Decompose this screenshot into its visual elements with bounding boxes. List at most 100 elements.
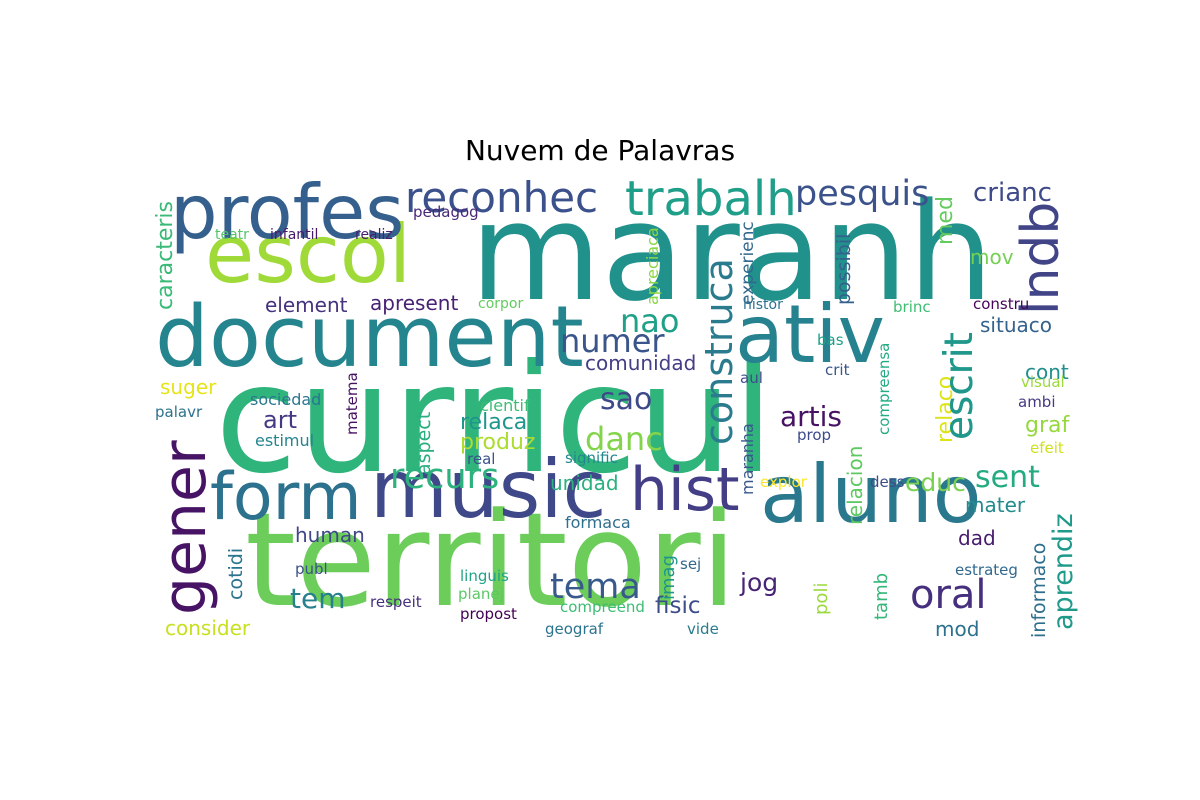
word-corpor: corpor (478, 296, 524, 312)
word-cloud: curricul maranh territori music document esco… (155, 175, 1080, 645)
word-efeit: efeit (1030, 439, 1064, 457)
word-propost: propost (460, 605, 517, 623)
word-estimul: estimul (255, 431, 315, 450)
word-explor: explor (760, 473, 807, 491)
word-tema: tema (550, 567, 641, 607)
word-geograf: geograf (545, 620, 604, 638)
word-publ: publ (295, 560, 328, 578)
word-prop: prop (797, 426, 832, 444)
word-escrit: escrit (937, 332, 982, 440)
word-apresent: apresent (370, 291, 459, 315)
word-poli: poli (811, 582, 832, 615)
word-artis: artis (780, 400, 843, 433)
word-document: document (155, 288, 584, 387)
word-jog: jog (740, 568, 779, 597)
word-situaco: situaco (980, 313, 1052, 337)
word-territori: territori (245, 484, 737, 636)
word-tem: tem (290, 582, 346, 615)
word-unidad: unidad (550, 471, 619, 495)
word-fisic: fisic (655, 593, 701, 619)
word-hist: hist (630, 455, 740, 525)
word-dad: dad (958, 526, 996, 550)
word-maranha: maranha (738, 423, 757, 495)
word-cotidi: cotidi (225, 547, 247, 600)
word-aprendiz: aprendiz (1048, 513, 1079, 630)
word-possibil: possibil (833, 233, 855, 305)
word-linguis: linguis (460, 567, 509, 585)
word-respeit: respeit (370, 593, 422, 611)
word-experienc: experienc (738, 221, 758, 305)
word-consider: consider (165, 616, 251, 640)
word-ativ: ativ (735, 288, 885, 381)
chart-title: Nuvem de Palavras (464, 134, 736, 167)
word-bas: bas (817, 331, 844, 349)
word-pedagog: pedagog (413, 203, 479, 221)
word-real: real (467, 450, 496, 468)
word-numer: numer (560, 322, 665, 360)
word-human: human (295, 523, 365, 547)
word-formaca: formaca (565, 513, 631, 532)
word-dess: dess (870, 473, 905, 491)
word-danc: danc (585, 420, 663, 458)
word-sent: sent (975, 460, 1040, 495)
word-aul: aul (740, 369, 763, 387)
word-aluno: aluno (760, 448, 982, 541)
word-oral: oral (910, 572, 987, 618)
word-form: form (210, 460, 362, 535)
word-palavr: palavr (155, 403, 203, 421)
word-produz: produz (460, 430, 536, 455)
word-escol: escol (205, 208, 412, 301)
word-mater: mater (965, 493, 1026, 517)
word-sociedad: sociedad (250, 390, 322, 409)
word-signific: signific (565, 449, 618, 467)
word-matema: matema (343, 372, 361, 435)
word-brinc: brinc (893, 298, 931, 316)
word-suger: suger (160, 375, 217, 399)
word-profes: profes (170, 175, 405, 256)
word-pesquis: pesquis (795, 175, 930, 214)
word-cont: cont (1025, 360, 1069, 384)
word-graf: graf (1025, 413, 1070, 438)
word-curricul: curricul (215, 333, 775, 507)
word-element: element (265, 293, 348, 317)
word-art: art (263, 406, 297, 434)
word-reconhec: reconhec (405, 175, 599, 222)
word-informaco: informaco (1028, 542, 1050, 638)
word-apreciaca: apreciaca (643, 227, 662, 305)
word-relaca: relaca (460, 410, 528, 435)
word-constru: constru (973, 295, 1030, 313)
word-sej: sej (680, 555, 702, 573)
word-realiz: realiz (355, 227, 393, 243)
word-visual: visual (1021, 373, 1065, 391)
word-trabalh: trabalh (625, 175, 797, 227)
word-ambi: ambi (1018, 393, 1056, 411)
word-cientif: cientif (480, 396, 530, 415)
word-estrateg: estrateg (955, 561, 1018, 579)
word-crit: crit (825, 361, 850, 379)
word-teatr: teatr (215, 227, 249, 243)
word-tamb: tamb (871, 572, 892, 620)
word-mod: mod (935, 617, 980, 641)
word-aspect: aspect (413, 411, 435, 475)
word-comunidad: comunidad (585, 351, 697, 375)
word-infantil: infantil (270, 227, 319, 243)
word-compreensa: compreensa (875, 342, 893, 435)
word-crianc: crianc (973, 178, 1052, 208)
word-gener: gener (155, 440, 220, 615)
word-mov: mov (970, 245, 1014, 269)
word-planej: planej (458, 585, 504, 603)
word-educ: educ (905, 468, 966, 497)
word-med: med (933, 196, 958, 245)
word-histor: histor (743, 297, 783, 313)
word-nao: nao (620, 302, 680, 340)
word-caracteris: caracteris (155, 201, 178, 310)
word-music: music (370, 443, 607, 536)
word-construca: construca (697, 258, 741, 445)
word-compreend: compreend (560, 598, 645, 616)
word-relacion: relacion (843, 445, 867, 525)
word-imag: imag (658, 555, 679, 600)
word-recurs: recurs (390, 457, 500, 497)
word-maranh: maranh (470, 175, 994, 331)
word-sao: sao (600, 382, 653, 417)
word-vide: vide (687, 620, 719, 638)
